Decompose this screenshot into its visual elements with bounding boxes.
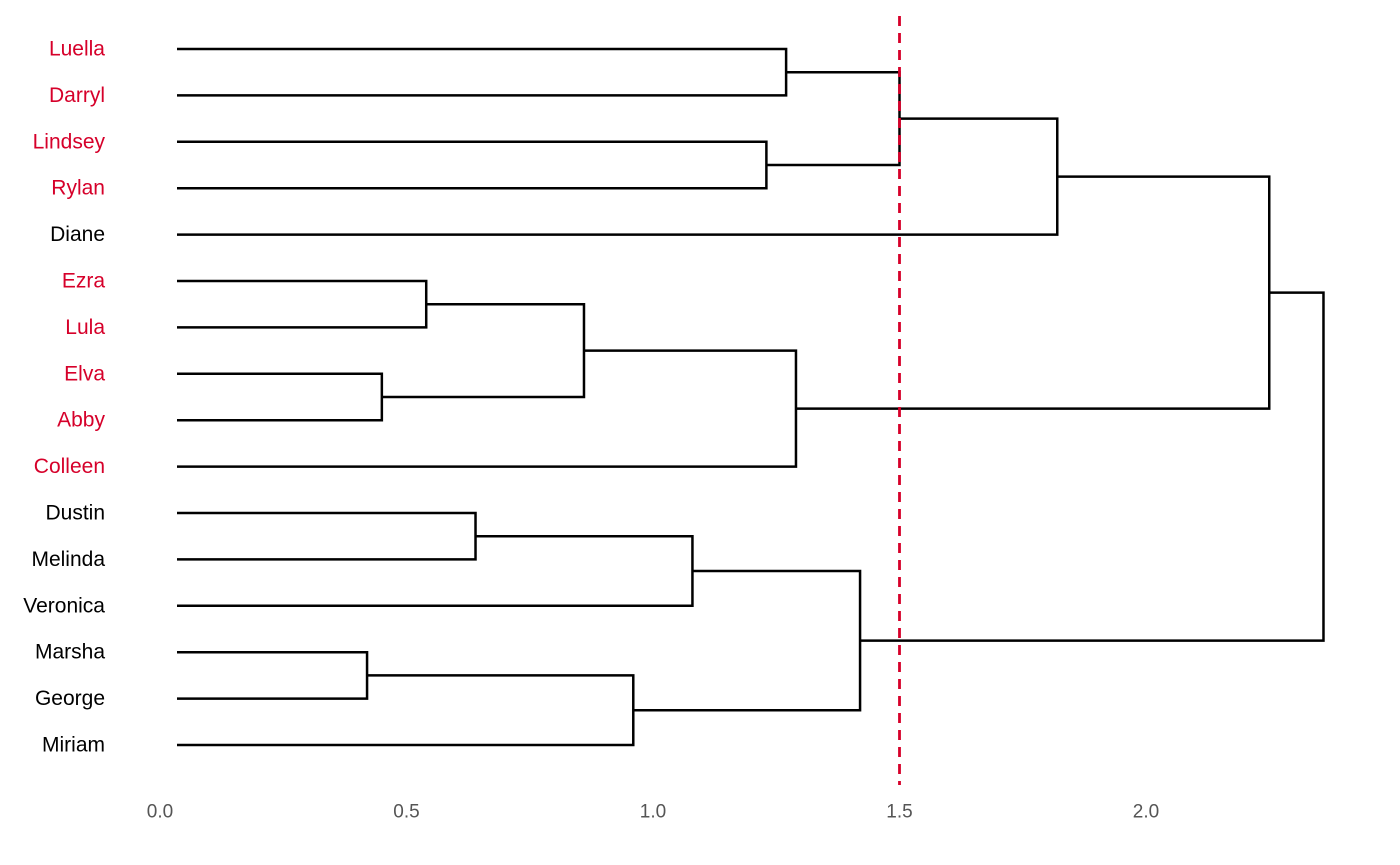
- branch-m1: [177, 47, 788, 97]
- leaf-label-abby: Abby: [57, 409, 105, 432]
- leaf-label-colleen: Colleen: [34, 455, 105, 478]
- branch-m4: [177, 117, 1059, 236]
- branch-m11: [177, 534, 694, 608]
- leaf-label-marsha: Marsha: [35, 641, 105, 664]
- leaf-label-george: George: [35, 687, 105, 710]
- branch-m5: [177, 279, 428, 329]
- x-tick-label: 2.0: [1133, 802, 1159, 823]
- x-tick-label: 1.5: [886, 802, 912, 823]
- leaf-label-elva: Elva: [64, 362, 105, 385]
- leaf-labels: Luella Darryl Lindsey Rylan Diane Ezra Lula Elv…: [23, 38, 105, 757]
- branch-m12: [177, 650, 369, 700]
- dendrogram-branches: [177, 47, 1325, 747]
- branch-m6: [177, 372, 384, 422]
- leaf-label-veronica: Veronica: [23, 594, 105, 617]
- branch-m14: [633, 569, 862, 712]
- leaf-label-miriam: Miriam: [42, 734, 105, 757]
- leaf-label-ezra: Ezra: [62, 270, 106, 293]
- branch-m13: [177, 674, 635, 747]
- leaf-label-melinda: Melinda: [31, 548, 105, 571]
- leaf-label-lindsey: Lindsey: [33, 130, 106, 153]
- branch-m10: [177, 511, 477, 561]
- branch-m15: [860, 291, 1325, 642]
- x-axis: 0.0 0.5 1.0 1.5 2.0: [147, 802, 1159, 823]
- branch-m7: [381, 302, 586, 399]
- branch-m9: [795, 175, 1271, 410]
- leaf-label-rylan: Rylan: [51, 177, 105, 200]
- leaf-label-lula: Lula: [65, 316, 105, 339]
- x-tick-label: 0.5: [393, 802, 419, 823]
- leaf-label-darryl: Darryl: [49, 84, 105, 107]
- branch-m2: [177, 140, 768, 190]
- leaf-label-diane: Diane: [50, 223, 105, 246]
- leaf-label-luella: Luella: [49, 38, 105, 61]
- branch-m8: [177, 349, 798, 468]
- leaf-label-dustin: Dustin: [45, 502, 105, 525]
- x-tick-label: 1.0: [640, 802, 666, 823]
- x-tick-label: 0.0: [147, 802, 173, 823]
